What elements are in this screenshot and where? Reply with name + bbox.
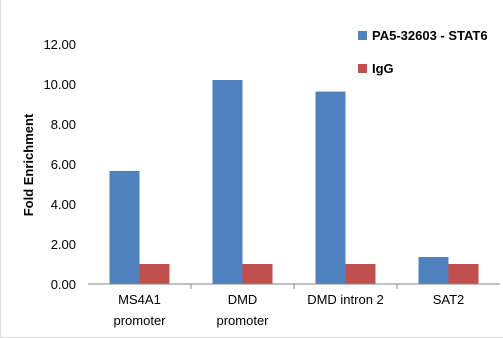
legend-swatch-igg bbox=[358, 64, 367, 73]
legend: PA5-32603 - STAT6 IgG bbox=[358, 28, 488, 76]
y-axis: 0.00 2.00 4.00 6.00 8.00 10.00 12.00 bbox=[43, 37, 76, 292]
y-tick-label: 0.00 bbox=[51, 277, 76, 292]
x-tick-label: DMD intron 2 bbox=[307, 292, 384, 307]
bar-stat6 bbox=[109, 171, 140, 284]
legend-label-pa5-32603-stat6: PA5-32603 - STAT6 bbox=[372, 28, 488, 43]
y-tick-label: 4.00 bbox=[51, 197, 76, 212]
bar-stat6 bbox=[315, 91, 346, 284]
bar-igg bbox=[139, 264, 170, 284]
y-tick-label: 10.00 bbox=[43, 77, 76, 92]
x-tick-label: SAT2 bbox=[433, 292, 465, 307]
y-tick-label: 6.00 bbox=[51, 157, 76, 172]
x-axis: MS4A1 promoter DMD promoter DMD intron 2 SAT2 bbox=[113, 284, 464, 328]
bar-stat6 bbox=[212, 80, 243, 284]
y-axis-title: Fold Enrichment bbox=[21, 113, 36, 216]
y-tick-label: 2.00 bbox=[51, 237, 76, 252]
y-tick-label: 8.00 bbox=[51, 117, 76, 132]
legend-label-igg: IgG bbox=[372, 61, 394, 76]
x-tick-label: DMD promoter bbox=[216, 292, 269, 328]
bar-igg bbox=[345, 264, 376, 284]
bar-igg bbox=[242, 264, 273, 284]
bars bbox=[109, 80, 479, 284]
bar-igg bbox=[448, 264, 479, 284]
legend-swatch-pa5-32603-stat6 bbox=[358, 31, 367, 40]
y-tick-label: 12.00 bbox=[43, 37, 76, 52]
x-tick-label: MS4A1 promoter bbox=[113, 292, 166, 328]
bar-stat6 bbox=[418, 257, 449, 284]
